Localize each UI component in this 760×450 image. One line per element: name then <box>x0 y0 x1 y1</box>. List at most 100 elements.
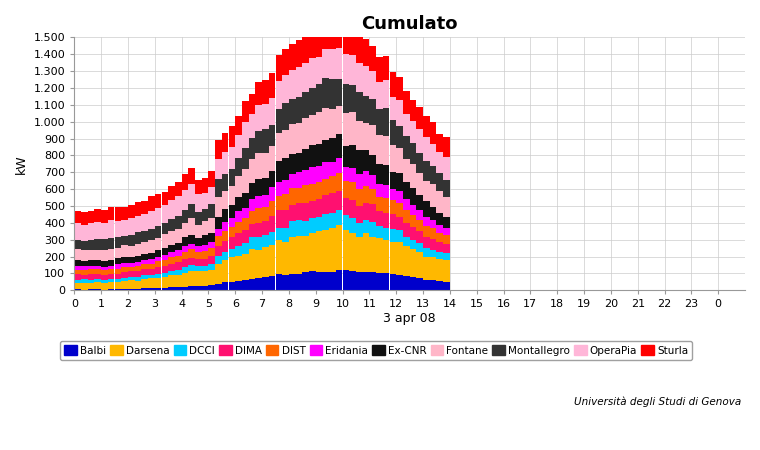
Bar <box>262 220 269 234</box>
Bar <box>369 189 376 204</box>
Bar <box>122 257 128 263</box>
Bar <box>383 136 389 165</box>
Bar <box>276 162 282 182</box>
Bar <box>215 140 222 158</box>
Bar <box>215 217 222 229</box>
Bar <box>236 246 242 256</box>
Bar <box>242 280 249 290</box>
Bar <box>423 161 429 181</box>
Bar <box>309 115 315 145</box>
Bar <box>222 209 229 222</box>
Bar <box>296 153 302 172</box>
Bar <box>276 274 282 290</box>
Bar <box>336 191 343 210</box>
Bar <box>215 246 222 256</box>
Bar <box>322 230 329 272</box>
Bar <box>94 289 101 290</box>
Bar <box>410 121 416 144</box>
Bar <box>356 189 363 206</box>
Bar <box>390 229 396 242</box>
Bar <box>155 257 161 261</box>
Bar <box>376 82 383 109</box>
Bar <box>188 218 195 234</box>
Bar <box>255 250 262 278</box>
Bar <box>369 154 376 175</box>
Bar <box>350 55 356 85</box>
Bar <box>302 148 309 170</box>
Bar <box>162 248 168 255</box>
Bar <box>363 40 369 66</box>
Bar <box>350 271 356 290</box>
Bar <box>363 233 369 272</box>
Bar <box>329 213 336 228</box>
Bar <box>201 271 208 286</box>
Bar <box>430 239 436 250</box>
Bar <box>396 242 403 275</box>
Bar <box>81 270 87 274</box>
Bar <box>436 134 443 152</box>
Bar <box>269 125 275 145</box>
Bar <box>115 248 121 258</box>
Bar <box>141 269 148 275</box>
Bar <box>350 182 356 200</box>
Bar <box>128 289 135 290</box>
Bar <box>315 144 322 166</box>
Bar <box>195 271 201 286</box>
Bar <box>322 162 329 179</box>
Bar <box>155 194 161 208</box>
Bar <box>101 261 108 267</box>
Bar <box>329 109 336 139</box>
Bar <box>87 224 94 240</box>
Bar <box>208 171 215 187</box>
Bar <box>81 225 87 241</box>
Bar <box>296 172 302 188</box>
Bar <box>329 49 336 79</box>
Bar <box>222 252 229 261</box>
Bar <box>403 158 410 182</box>
Bar <box>101 239 108 250</box>
Bar <box>195 252 201 259</box>
Bar <box>201 235 208 244</box>
Bar <box>376 184 383 197</box>
Bar <box>390 274 396 290</box>
Bar <box>155 278 161 288</box>
Bar <box>430 280 436 290</box>
Bar <box>94 269 101 274</box>
Bar <box>236 158 242 176</box>
Bar <box>208 233 215 242</box>
Bar <box>229 249 235 257</box>
Bar <box>122 207 128 220</box>
Bar <box>276 182 282 196</box>
Bar <box>255 237 262 250</box>
Bar <box>175 250 182 256</box>
Bar <box>369 71 376 99</box>
Bar <box>343 230 349 270</box>
Bar <box>175 287 182 290</box>
Bar <box>282 103 289 130</box>
Bar <box>343 146 349 167</box>
Bar <box>282 275 289 290</box>
Bar <box>376 135 383 164</box>
Bar <box>135 233 141 243</box>
Bar <box>255 179 262 196</box>
Bar <box>81 212 87 225</box>
Bar <box>229 218 235 227</box>
Bar <box>222 175 229 191</box>
Bar <box>182 246 188 252</box>
Bar <box>87 240 94 250</box>
Bar <box>236 197 242 211</box>
Bar <box>168 264 175 271</box>
Bar <box>416 278 423 290</box>
Bar <box>356 63 363 92</box>
Bar <box>383 228 389 239</box>
Bar <box>416 220 423 231</box>
Bar <box>101 250 108 261</box>
Bar <box>302 92 309 118</box>
Bar <box>175 229 182 243</box>
Bar <box>195 259 201 266</box>
Bar <box>222 230 229 241</box>
Bar <box>101 223 108 239</box>
Bar <box>269 245 275 276</box>
Bar <box>115 258 121 264</box>
Bar <box>101 283 108 289</box>
